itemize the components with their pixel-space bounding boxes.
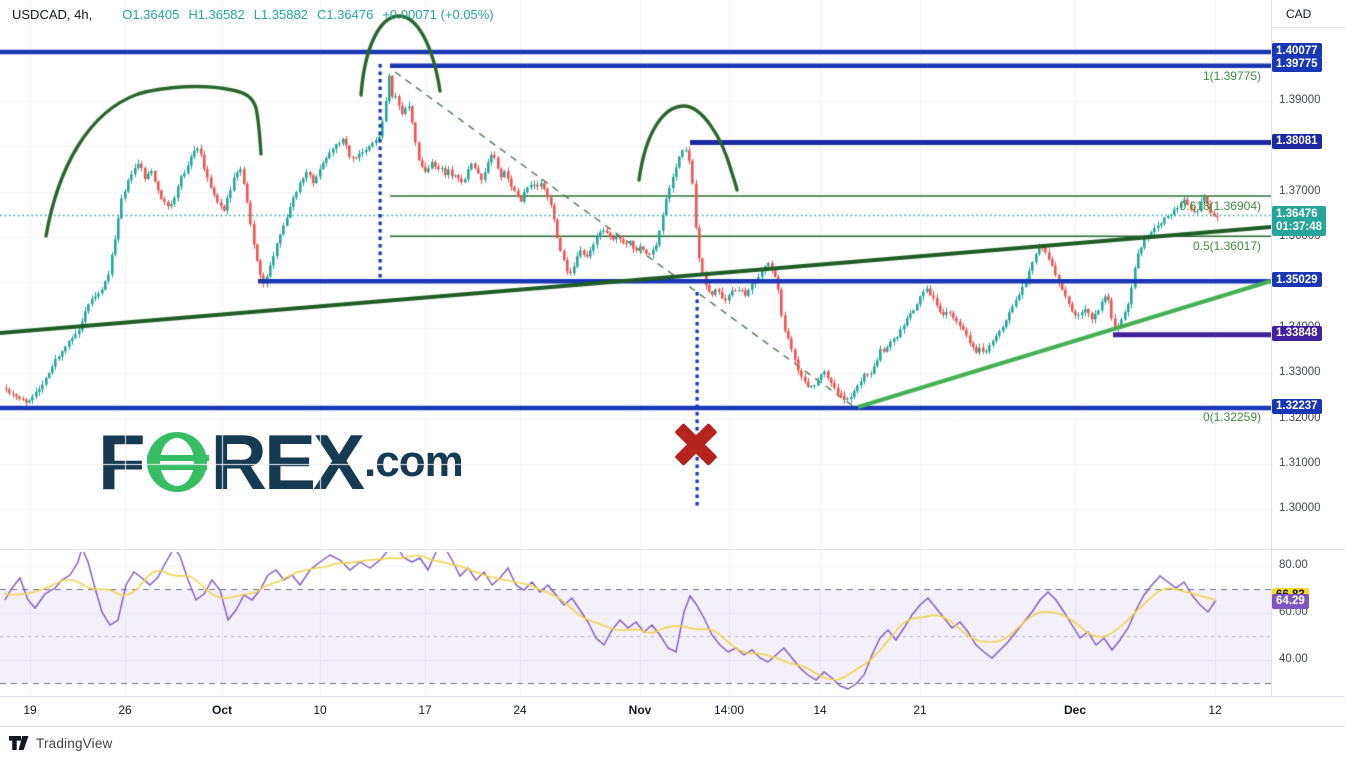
price-tick-label: 1.37000 (1279, 184, 1321, 197)
time-axis-label: Oct (211, 703, 233, 717)
fib-level-label: 0.5(1.36017) (1192, 239, 1261, 254)
time-axis-label: 17 (418, 703, 432, 717)
price-tick-label: 1.30000 (1279, 502, 1321, 515)
price-level-badge: 1.38081 (1272, 133, 1322, 149)
ohlc-change: +0.00071 (+0.05%) (382, 7, 494, 22)
rsi-tick-label: 80.00 (1279, 559, 1308, 571)
fib-level-label: 0.618(1.36904) (1179, 199, 1261, 214)
ohlc-low: L1.35882 (253, 7, 308, 22)
rsi-tick-label: 40.00 (1279, 653, 1308, 665)
time-axis-label: 12 (1208, 703, 1222, 717)
price-tick-label: 1.33000 (1279, 366, 1321, 379)
fib-level-label: 0(1.32259) (1202, 409, 1261, 424)
ohlc-close: C1.36476 (316, 7, 374, 22)
attribution-text[interactable]: TradingView (36, 736, 113, 751)
time-axis-label: 21 (913, 703, 927, 717)
time-axis-label: 14:00 (713, 703, 745, 717)
time-scale[interactable] (0, 696, 1345, 727)
price-level-badge: 1.32237 (1272, 398, 1322, 414)
price-tick-label: 1.31000 (1279, 457, 1321, 470)
price-scale-currency: CAD (1272, 0, 1345, 28)
time-axis-label: Nov (628, 703, 652, 717)
rsi-tick-label: 60.00 (1279, 606, 1308, 618)
tradingview-logo-icon[interactable] (9, 736, 31, 751)
ohlc-open: O1.36405 (122, 7, 180, 22)
current-price-value: 1.36476 (1276, 208, 1318, 221)
price-tick-label: 1.32000 (1279, 411, 1321, 424)
price-tick-label: 1.39000 (1279, 93, 1321, 106)
symbol-title[interactable]: USDCAD, 4h, (12, 7, 93, 22)
symbol-legend: USDCAD, 4h, O1.36405 H1.36582 L1.35882 C1.36… (12, 7, 494, 22)
time-axis-label: 14 (813, 703, 827, 717)
current-price-badge: 1.36476 01:37:48 (1272, 206, 1327, 237)
ohlc-high: H1.36582 (188, 7, 245, 22)
time-axis-label: 26 (118, 703, 132, 717)
red-x-drawing[interactable] (672, 421, 720, 469)
pane-separator[interactable] (0, 549, 1345, 550)
price-level-badge: 1.33848 (1272, 325, 1322, 341)
time-axis-label: 19 (23, 703, 37, 717)
bar-countdown: 01:37:48 (1276, 221, 1323, 234)
time-axis-label: 24 (513, 703, 527, 717)
rsi-value-badge: 64.29 (1272, 593, 1309, 609)
price-level-badge: 1.39775 (1272, 56, 1322, 72)
attribution-bar: TradingView (0, 728, 1345, 759)
time-axis-label: 10 (313, 703, 327, 717)
price-level-badge: 1.40077 (1272, 43, 1322, 58)
fib-level-label: 1(1.39775) (1202, 68, 1261, 83)
price-level-badge: 1.35029 (1272, 272, 1322, 288)
time-axis-label: Dec (1063, 703, 1087, 717)
